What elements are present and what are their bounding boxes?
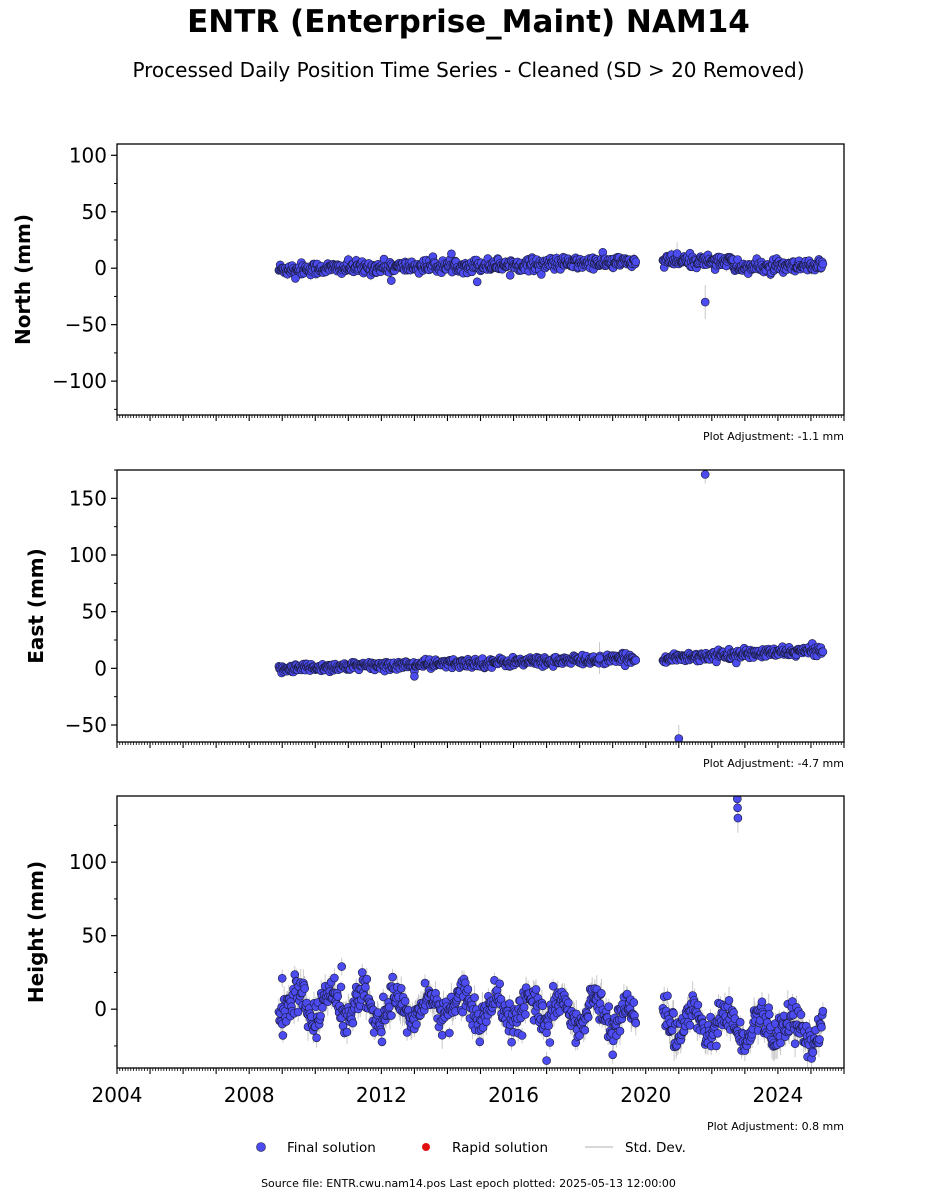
data-point: [333, 992, 343, 1001]
y-tick-label: 150: [69, 486, 107, 510]
plot-adjustment-label: Plot Adjustment: -1.1 mm: [703, 430, 844, 443]
plot-adjustment-label: Plot Adjustment: -4.7 mm: [703, 757, 844, 770]
data-point: [420, 978, 430, 988]
data-point: [583, 1012, 593, 1022]
panel-2: −50 0 50 100 150 East (mm) Plot Adjustment: -4…: [24, 469, 845, 770]
y-tick-label: 100: [69, 543, 107, 567]
data-point: [631, 655, 641, 665]
data-point: [733, 255, 742, 264]
data-point: [631, 257, 641, 267]
data-point: [386, 1011, 396, 1020]
plot-area: [274, 796, 828, 1068]
data-point: [531, 985, 541, 994]
data-point: [505, 999, 514, 1008]
data-point: [316, 1011, 325, 1021]
y-tick-label: −50: [65, 713, 107, 737]
chart-title: ENTR (Enterprise_Maint) NAM14: [187, 4, 750, 40]
data-point: [445, 1028, 454, 1038]
data-point: [412, 1020, 421, 1029]
data-point: [378, 992, 388, 1002]
data-point: [386, 276, 396, 285]
data-point: [564, 998, 573, 1008]
data-point: [700, 470, 710, 479]
data-point: [595, 653, 604, 663]
plot-area: [274, 470, 828, 742]
data-point: [580, 1025, 590, 1035]
data-point: [336, 982, 346, 992]
data-point: [700, 297, 710, 307]
data-point: [495, 979, 505, 989]
y-tick-label: −100: [52, 369, 107, 393]
data-point: [818, 647, 828, 657]
y-axis-label: North (mm): [11, 214, 35, 345]
data-point: [548, 981, 558, 991]
data-point: [507, 1037, 516, 1047]
data-point: [377, 1027, 386, 1037]
data-point: [400, 996, 410, 1006]
data-point: [674, 734, 684, 742]
y-tick-label: 0: [94, 256, 107, 280]
axes-frame: [116, 469, 845, 743]
data-point: [437, 1030, 447, 1040]
plot-area: [274, 242, 828, 319]
data-point: [278, 1031, 288, 1040]
data-point: [519, 1002, 529, 1012]
y-tick-label: 50: [82, 200, 107, 224]
data-point: [388, 972, 397, 982]
y-tick-label: 0: [94, 656, 107, 680]
data-point: [544, 1021, 553, 1030]
y-tick-label: −50: [65, 313, 107, 337]
data-point: [475, 1037, 485, 1047]
data-point: [342, 1027, 352, 1037]
data-point: [312, 1033, 321, 1043]
data-point: [361, 982, 370, 992]
y-axis-label: East (mm): [24, 548, 48, 664]
data-point: [538, 1001, 547, 1011]
data-point: [536, 270, 546, 279]
data-point: [291, 274, 300, 283]
data-point: [330, 973, 339, 983]
data-point: [517, 1031, 527, 1040]
data-point: [410, 671, 419, 681]
data-point: [293, 1007, 303, 1017]
data-point: [300, 984, 310, 993]
data-point: [521, 1010, 530, 1019]
y-tick-label: 100: [69, 143, 107, 167]
chart-subtitle: Processed Daily Position Time Series - C…: [132, 58, 805, 82]
data-point: [447, 249, 456, 259]
data-point: [575, 1031, 584, 1040]
data-point: [348, 1018, 358, 1028]
data-point: [542, 1028, 551, 1038]
data-point: [505, 270, 515, 280]
panel-1: −100 −50 0 50 100 North (mm) Plot Adjustment: …: [11, 143, 845, 443]
data-point: [362, 974, 372, 984]
data-point: [377, 1037, 387, 1047]
data-point: [470, 993, 479, 1002]
data-point: [396, 984, 406, 993]
data-point: [818, 259, 828, 269]
data-point: [545, 1038, 555, 1047]
data-point: [672, 249, 682, 258]
y-tick-label: 50: [82, 600, 107, 624]
data-point: [472, 277, 482, 287]
data-point: [463, 984, 473, 994]
